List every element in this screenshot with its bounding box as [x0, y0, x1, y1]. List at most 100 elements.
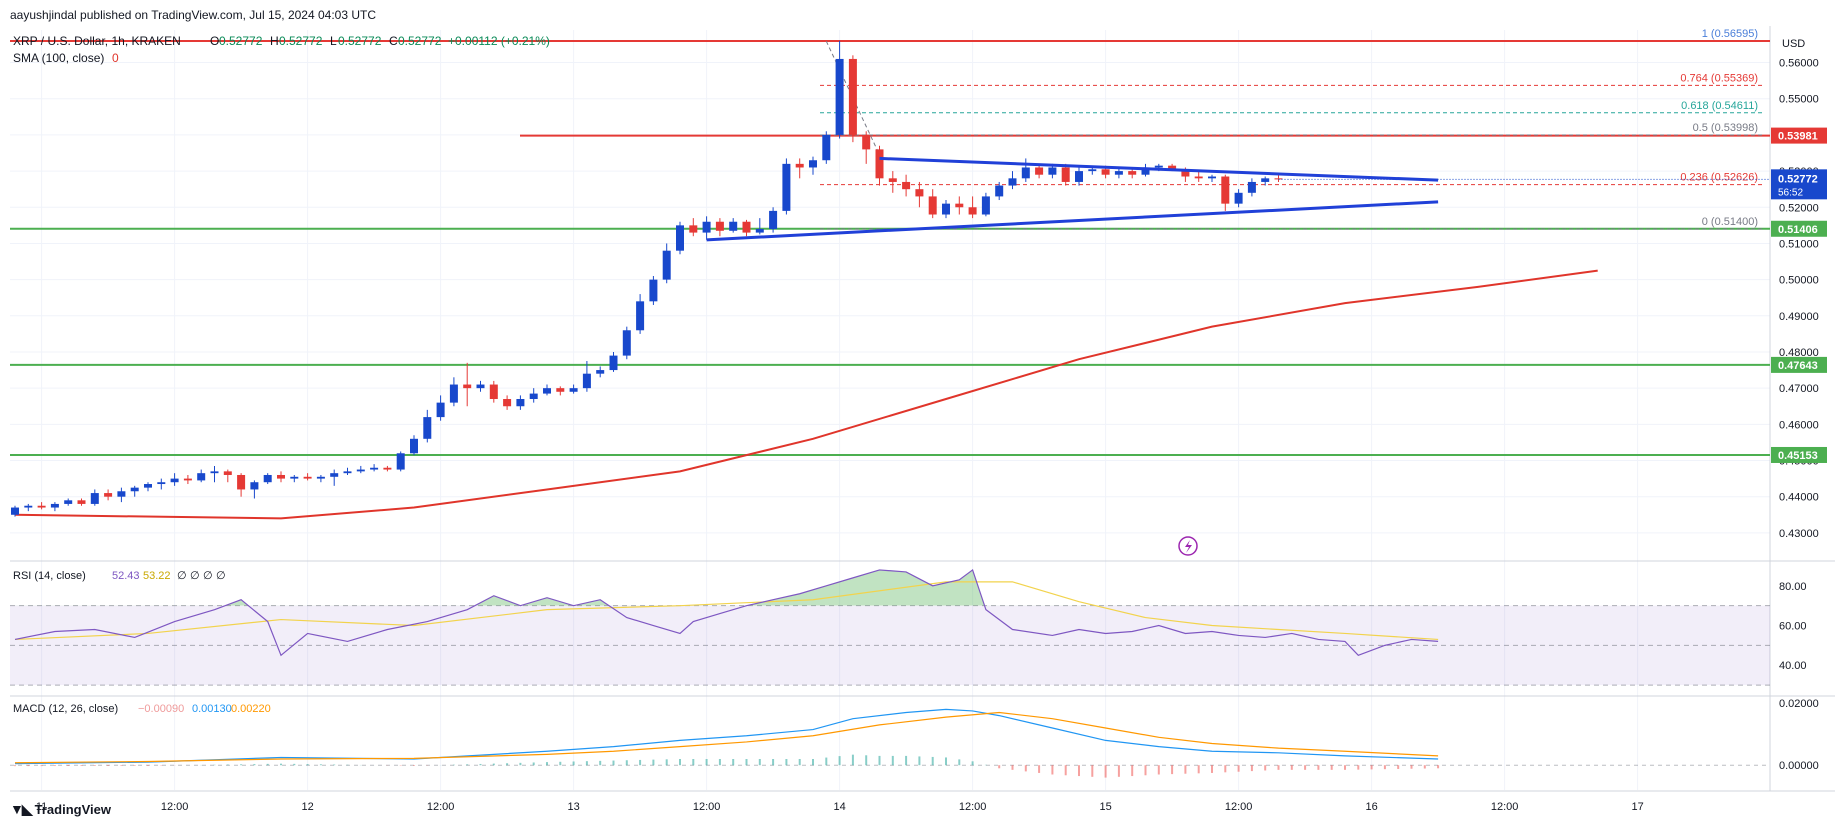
candle — [144, 482, 152, 492]
ohlc-close-label: C — [389, 34, 398, 48]
pair-title: XRP / U.S. Dollar, 1h, KRAKEN — [13, 34, 181, 48]
candle-body — [995, 185, 1004, 197]
candle — [1274, 174, 1283, 182]
candle-body — [981, 196, 990, 215]
candle — [556, 386, 565, 396]
candle — [1075, 167, 1083, 186]
candle-body — [370, 467, 379, 470]
time-tick: 15 — [1099, 801, 1111, 813]
rsi-value: 52.43 — [112, 570, 140, 582]
candle-body — [1247, 181, 1256, 193]
last-price-badge — [1771, 169, 1827, 200]
tradingview-logo[interactable]: ▼◣ TradingView — [10, 801, 111, 818]
level-badge-text: 0.51406 — [1778, 224, 1818, 236]
candle-body — [1221, 176, 1230, 204]
candle-body — [1035, 167, 1044, 175]
candle — [981, 192, 990, 217]
candle-body — [822, 134, 831, 161]
candle-body — [1008, 178, 1017, 186]
candle — [316, 474, 325, 483]
candle-body — [64, 500, 73, 504]
macd-tick: 0.02000 — [1779, 698, 1819, 710]
candle — [862, 131, 871, 164]
candle — [848, 55, 857, 143]
candle-body — [809, 160, 817, 168]
candle-body — [676, 225, 684, 251]
tradingview-logo-icon: ▼◣ — [10, 801, 33, 817]
signal-line — [14, 711, 1439, 764]
candle — [662, 243, 671, 284]
candle — [170, 473, 179, 486]
price-tick: 0.51000 — [1779, 238, 1819, 250]
ohlc-high-label: H — [270, 34, 279, 48]
candle-body — [662, 250, 671, 280]
candle-body — [37, 505, 46, 508]
candle — [157, 478, 166, 490]
candle — [330, 469, 339, 486]
candle-body — [569, 388, 578, 392]
candle — [942, 200, 950, 219]
candle-body — [197, 473, 206, 481]
candle — [702, 216, 711, 240]
price-tick: 0.55000 — [1779, 94, 1819, 106]
candle — [1035, 163, 1044, 179]
rsi-label: RSI (14, close) — [13, 570, 86, 582]
candle-body — [290, 476, 299, 479]
rsi-tick: 40.00 — [1779, 660, 1807, 672]
ohlc-open: 0.52772 — [219, 34, 263, 48]
candle — [476, 380, 485, 392]
tradingview-logo-text: TradingView — [34, 802, 111, 817]
candle-body — [356, 469, 365, 472]
candle-body — [942, 203, 950, 215]
candle-body — [170, 478, 179, 483]
price-tick: 0.44000 — [1779, 492, 1819, 504]
candle — [104, 489, 113, 501]
ohlc-close: 0.52772 — [398, 34, 442, 48]
candle — [928, 189, 937, 219]
rsi-tick: 60.00 — [1779, 621, 1807, 633]
candle-body — [862, 134, 871, 150]
candle — [782, 158, 791, 215]
time-tick: 12 — [301, 801, 313, 813]
candle — [1221, 174, 1230, 211]
candle-body — [596, 370, 605, 374]
candle-body — [489, 384, 498, 400]
candle-body — [396, 453, 405, 470]
ohlc-low: 0.52772 — [338, 34, 382, 48]
candle-body — [130, 487, 139, 492]
candle-body — [835, 58, 844, 135]
macd-hist-value: −0.00090 — [138, 703, 184, 715]
trendlines[interactable] — [706, 156, 1439, 242]
candle — [822, 131, 831, 164]
candle-body — [263, 474, 272, 483]
candle-body — [436, 402, 445, 418]
candle — [24, 503, 33, 512]
candle-body — [649, 279, 658, 302]
candle — [503, 395, 512, 410]
candle — [210, 465, 219, 483]
candle — [955, 196, 964, 215]
macd-pane: MACD (12, 26, close) −0.00090 0.00130 0.002… — [10, 703, 1770, 778]
ohlc-open-label: O — [210, 34, 219, 48]
candle — [516, 395, 525, 410]
candle-body — [423, 417, 432, 439]
candle-body — [343, 471, 352, 474]
sma-legend: SMA (100, close) — [13, 51, 104, 65]
candle — [370, 464, 379, 472]
macd-value: 0.00130 — [192, 703, 232, 715]
candle — [1234, 189, 1243, 208]
price-tick: 0.48000 — [1779, 347, 1819, 359]
candle — [343, 467, 352, 475]
lightning-icon[interactable] — [1178, 536, 1198, 556]
candle-body — [237, 474, 246, 490]
macd-line — [14, 708, 1439, 765]
candle — [436, 395, 445, 421]
candle-body — [689, 225, 698, 233]
candle-body — [1261, 178, 1270, 182]
candle-body — [955, 203, 964, 208]
candle-body — [529, 393, 538, 400]
candle-body — [1128, 171, 1137, 175]
candle — [1061, 163, 1070, 186]
macd-label: MACD (12, 26, close) — [13, 703, 118, 715]
